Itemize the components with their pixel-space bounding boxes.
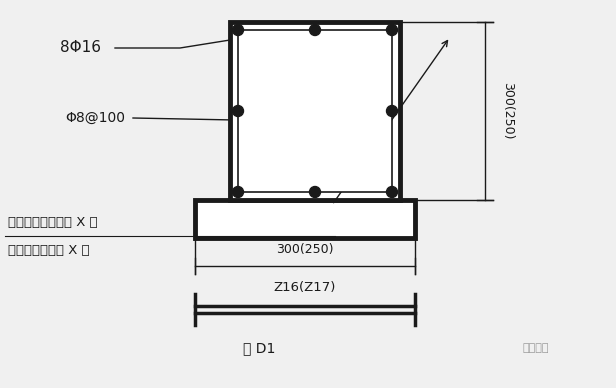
Text: Φ8@100: Φ8@100 [65, 111, 125, 125]
Bar [195, 200, 415, 238]
Circle shape [386, 106, 397, 116]
Circle shape [232, 187, 243, 197]
Text: 300(250): 300(250) [276, 243, 334, 256]
Circle shape [232, 106, 243, 116]
Bar [230, 22, 400, 200]
Text: 300(250): 300(250) [501, 82, 514, 140]
Text: 图 D1: 图 D1 [243, 341, 275, 355]
Text: 8Φ16: 8Φ16 [60, 40, 101, 55]
Circle shape [309, 24, 320, 35]
Text: 市政设計: 市政设計 [522, 343, 549, 353]
Text: 或工程洽商记录 X 号: 或工程洽商记录 X 号 [8, 244, 89, 256]
Text: 见设计变更通知单 X 号: 见设计变更通知单 X 号 [8, 215, 97, 229]
Circle shape [309, 187, 320, 197]
Circle shape [386, 24, 397, 35]
Circle shape [232, 24, 243, 35]
Circle shape [386, 187, 397, 197]
Text: Z16(Z17): Z16(Z17) [274, 281, 336, 294]
Bar [238, 30, 392, 192]
